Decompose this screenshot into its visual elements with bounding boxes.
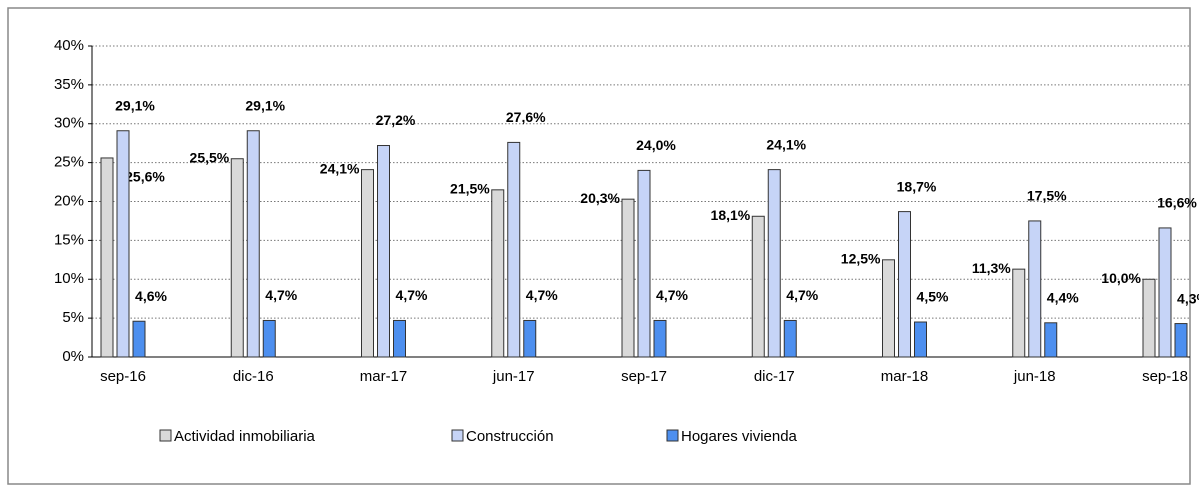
- value-label: 27,2%: [376, 112, 416, 128]
- bar: [767, 169, 781, 358]
- y-tick-label: 0%: [62, 348, 84, 365]
- bar: [1044, 322, 1058, 358]
- legend-swatch: [666, 429, 679, 442]
- value-label: 10,0%: [1101, 270, 1141, 286]
- bar: [751, 215, 765, 358]
- y-tick-label: 20%: [54, 192, 84, 209]
- bar: [132, 320, 146, 358]
- legend-swatch: [159, 429, 172, 442]
- y-tick-label: 10%: [54, 270, 84, 287]
- bar: [1012, 268, 1026, 358]
- value-label: 24,1%: [766, 136, 806, 152]
- bar: [783, 319, 797, 358]
- bar: [637, 169, 651, 358]
- bar: [898, 211, 911, 358]
- y-tick-label: 5%: [62, 309, 84, 326]
- y-tick-label: 30%: [54, 115, 84, 132]
- value-label: 4,7%: [396, 287, 428, 303]
- y-tick-label: 35%: [54, 76, 84, 93]
- value-label: 25,6%: [125, 169, 165, 185]
- value-label: 4,3%: [1177, 290, 1199, 306]
- x-tick-label: sep-17: [621, 368, 667, 385]
- value-label: 4,7%: [786, 287, 818, 303]
- y-tick-label: 25%: [54, 154, 84, 171]
- bar: [262, 319, 276, 358]
- x-tick-label: mar-18: [881, 368, 929, 385]
- value-label: 18,7%: [897, 178, 937, 194]
- bar: [1158, 227, 1172, 358]
- legend-swatch: [451, 429, 464, 442]
- value-label: 29,1%: [245, 97, 285, 113]
- value-label: 4,6%: [135, 288, 167, 304]
- y-tick-label: 15%: [54, 231, 84, 248]
- value-label: 18,1%: [711, 207, 751, 223]
- value-label: 16,6%: [1157, 195, 1197, 211]
- bar: [882, 259, 895, 358]
- x-tick-label: jun-18: [1013, 368, 1056, 385]
- value-label: 20,3%: [580, 190, 620, 206]
- value-label: 11,3%: [972, 260, 1011, 276]
- x-tick-label: mar-17: [360, 368, 408, 385]
- chart-frame: [7, 7, 1191, 485]
- value-label: 27,6%: [506, 109, 546, 125]
- legend-label: Hogares vivienda: [681, 428, 798, 445]
- bar: [1028, 220, 1042, 358]
- value-label: 4,7%: [526, 287, 558, 303]
- bar: [621, 198, 635, 358]
- bar: [507, 141, 521, 358]
- legend-label: Actividad inmobiliaria: [174, 428, 316, 445]
- value-label: 24,0%: [636, 137, 676, 153]
- value-label: 4,7%: [656, 287, 688, 303]
- bar: [377, 145, 390, 358]
- bar: [100, 157, 114, 358]
- bar: [116, 130, 130, 358]
- value-label: 12,5%: [841, 251, 881, 267]
- x-tick-label: dic-16: [233, 368, 274, 385]
- legend-label: Construcción: [466, 428, 554, 445]
- bar: [1142, 278, 1156, 358]
- value-label: 4,5%: [917, 289, 949, 305]
- value-label: 4,7%: [265, 287, 297, 303]
- x-tick-label: dic-17: [754, 368, 795, 385]
- x-tick-label: sep-18: [1142, 368, 1188, 385]
- bar: [393, 319, 406, 358]
- bar: [914, 321, 927, 358]
- bar: [523, 319, 537, 358]
- bar: [653, 319, 667, 358]
- x-tick-label: jun-17: [492, 368, 535, 385]
- bar: [491, 189, 505, 358]
- value-label: 4,4%: [1047, 289, 1079, 305]
- bar: [246, 130, 260, 358]
- value-label: 17,5%: [1027, 188, 1067, 204]
- bar: [1174, 323, 1188, 358]
- value-label: 29,1%: [115, 97, 155, 113]
- value-label: 24,1%: [320, 160, 360, 176]
- bar: [361, 169, 374, 358]
- x-tick-label: sep-16: [100, 368, 146, 385]
- bar: [230, 158, 244, 358]
- y-tick-label: 40%: [54, 37, 84, 54]
- value-label: 21,5%: [450, 181, 490, 197]
- value-label: 25,5%: [190, 149, 230, 165]
